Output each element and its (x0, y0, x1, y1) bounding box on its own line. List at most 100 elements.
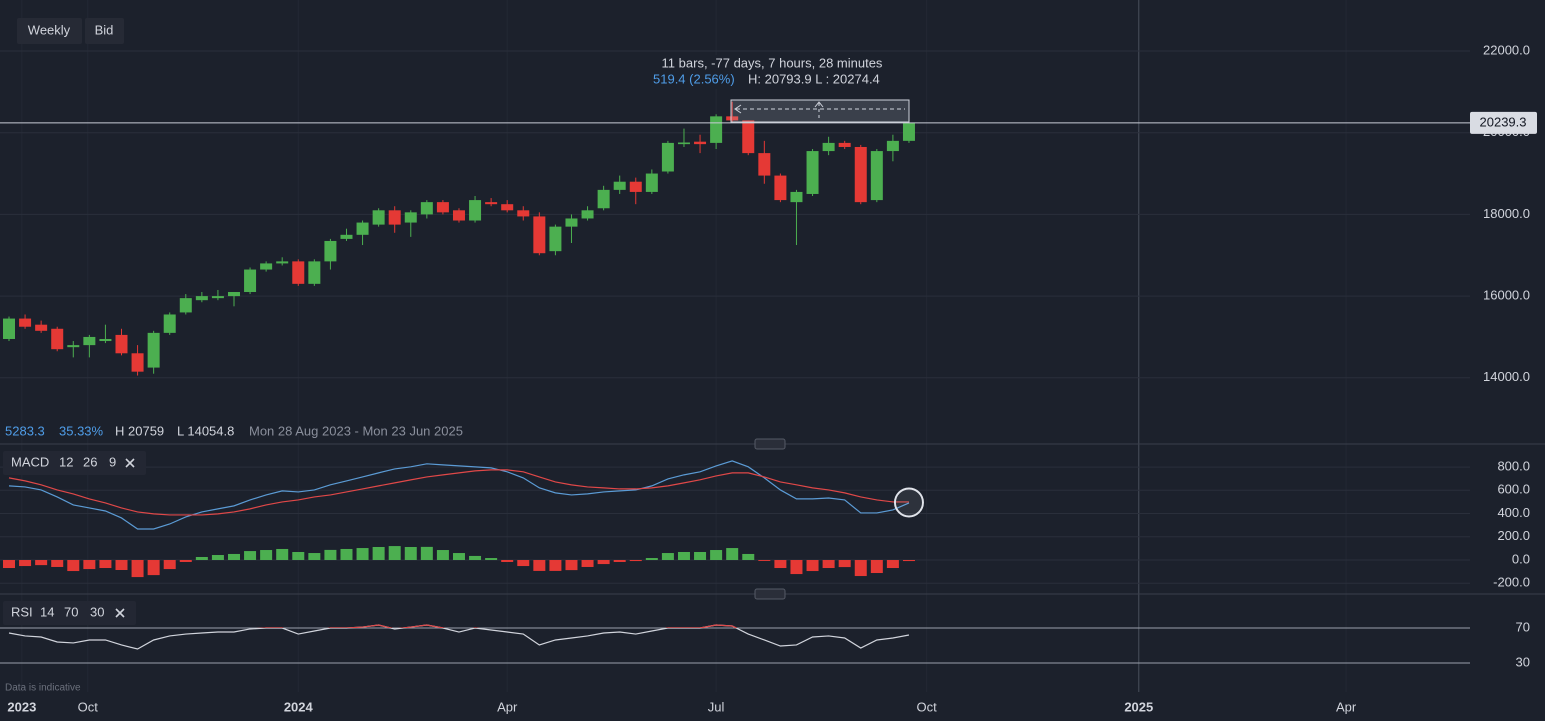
close-icon[interactable] (125, 458, 135, 468)
histogram-bar (822, 560, 835, 569)
pane-handle[interactable] (754, 588, 786, 600)
candle-body (469, 200, 482, 221)
close-icon[interactable] (115, 608, 125, 618)
candle-body (356, 222, 369, 235)
histogram-bar (324, 549, 337, 561)
histogram-bar (838, 560, 851, 568)
candle-body (19, 318, 32, 327)
histogram-bar (19, 560, 32, 567)
histogram-bar (51, 560, 64, 567)
measure-bars: 11 bars, -77 days, 7 hours, 28 minutes (662, 55, 883, 70)
candle-body (902, 122, 915, 141)
candle-body (292, 261, 305, 284)
candle-body (886, 140, 899, 152)
histogram-bar (452, 553, 465, 561)
histogram-bar (308, 553, 321, 561)
rsi-param: 70 (64, 604, 78, 619)
candle-body (147, 332, 160, 368)
candle-body (67, 345, 80, 348)
candle-body (677, 142, 690, 145)
histogram-bar (35, 560, 48, 566)
grid-layer (0, 0, 1470, 692)
candle-body (324, 240, 337, 262)
histogram-bar (2, 560, 15, 569)
histogram-bar (565, 560, 578, 571)
histogram-bar (549, 560, 562, 571)
histogram-bar (195, 556, 208, 561)
candle-body (340, 234, 353, 239)
histogram-bar (227, 553, 240, 561)
interval-button[interactable] (17, 18, 82, 44)
histogram-bar (517, 560, 530, 567)
histogram-bar (902, 560, 915, 562)
candle-body (420, 202, 433, 215)
candle-body (790, 191, 803, 203)
x-tick-label: 2023 (7, 699, 36, 714)
price-side-button[interactable] (85, 18, 124, 44)
histogram-bar (211, 555, 224, 561)
stat-period: Mon 28 Aug 2023 - Mon 23 Jun 2025 (249, 423, 463, 438)
histogram-bar (694, 551, 707, 561)
candle-body (597, 189, 610, 209)
last-price-label: 20239.3 (1480, 114, 1527, 129)
measure-arrowhead (734, 104, 742, 114)
histogram-bar (436, 550, 449, 561)
macd-param: 9 (109, 454, 116, 469)
rsi-title: RSI (11, 604, 33, 619)
stat-percent: 35.33% (59, 423, 104, 438)
candle-body (710, 116, 723, 143)
candle-body (260, 263, 273, 270)
histogram-bar (404, 546, 417, 561)
histogram-bar (469, 555, 482, 561)
stat-change: 5283.3 (5, 423, 45, 438)
measure-tooltip (648, 55, 898, 89)
candle-body (276, 261, 289, 264)
measure-arrowhead (814, 101, 824, 108)
measure-change: 519.4 (2.56%) (653, 71, 735, 86)
y-tick-label: 0.0 (1512, 551, 1530, 566)
candle-body (806, 151, 819, 194)
y-tick-label: 22000.0 (1483, 42, 1530, 57)
histogram-bar (613, 560, 626, 562)
macd-param: 12 (59, 454, 73, 469)
candle-body (549, 226, 562, 252)
candle-body (372, 210, 385, 225)
y-tick-label: -200.0 (1493, 575, 1530, 590)
histogram-bar (661, 553, 674, 561)
rsi-legend[interactable] (3, 601, 136, 625)
candle-body (645, 173, 658, 192)
histogram-bar (372, 546, 385, 561)
histogram-bar (67, 560, 80, 572)
candle-body (308, 261, 321, 284)
histogram-bar (340, 548, 353, 561)
candle-body (452, 210, 465, 221)
candle-body (244, 269, 257, 293)
histogram-bar (710, 550, 723, 561)
last-price-box (1470, 111, 1537, 134)
histogram-bar (533, 560, 546, 571)
pane-handle[interactable] (754, 438, 786, 450)
measure-box (730, 99, 910, 123)
candle-body (404, 212, 417, 223)
x-tick-label: Oct (78, 699, 99, 714)
histogram-bar (420, 546, 433, 561)
histogram-bar (163, 560, 176, 570)
y-tick-label: 18000.0 (1483, 206, 1530, 221)
marks-layer (0, 101, 1470, 650)
macd-legend[interactable] (3, 451, 146, 475)
y-tick-label: 800.0 (1497, 459, 1530, 474)
candle-body (388, 210, 401, 225)
candle-body (854, 146, 867, 203)
candle-body (179, 298, 192, 313)
histogram-bar (115, 560, 128, 570)
y-tick-label: 400.0 (1497, 505, 1530, 520)
y-tick-label: 200.0 (1497, 528, 1530, 543)
candle-body (726, 116, 739, 121)
candle-body (661, 142, 674, 172)
histogram-bar (854, 560, 867, 577)
y-tick-label: 600.0 (1497, 482, 1530, 497)
histogram-bar (292, 551, 305, 561)
histogram-bar (99, 560, 112, 569)
histogram-bar (244, 551, 257, 561)
x-tick-label: 2025 (1124, 699, 1153, 714)
